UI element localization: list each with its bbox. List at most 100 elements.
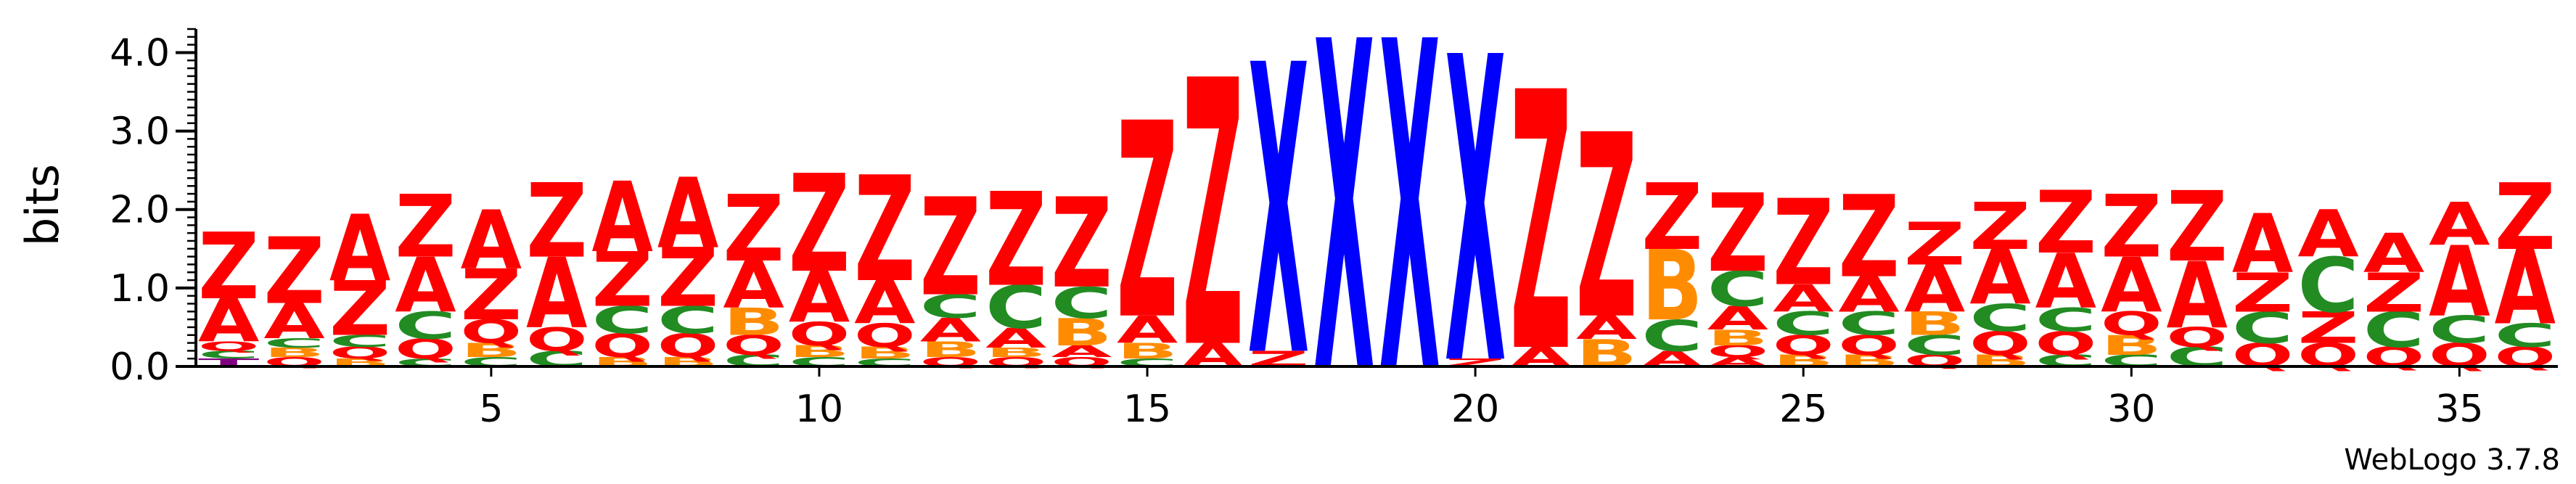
logo-letter-glyph: Q — [1969, 325, 2030, 362]
y-axis: 0.0 1.0 2.0 3.0 4.0 — [110, 28, 197, 389]
logo-letter-A-pos-15: A — [1117, 308, 1178, 352]
logo-letter-B-pos-2: B — [263, 345, 324, 360]
logo-letter-glyph: A — [329, 196, 390, 302]
logo-letter-Z-pos-3: Z — [329, 266, 390, 353]
logo-letter-A-pos-9: A — [723, 249, 784, 324]
logo-letter-glyph: A — [1707, 300, 1769, 337]
x-tick-label: 30 — [2107, 387, 2155, 431]
logo-letter-glyph: Q — [526, 321, 587, 358]
logo-letter-C-pos-7: C — [592, 299, 653, 343]
logo-letter-glyph: C — [2035, 301, 2096, 339]
logo-letter-C-pos-27: C — [1904, 330, 1965, 361]
logo-letter-glyph: Z — [1510, 17, 1571, 431]
logo-letter-Q-pos-24: Q — [1707, 342, 1768, 361]
logo-letter-glyph: Z — [526, 163, 587, 281]
logo-letter-B-pos-24: B — [1707, 326, 1768, 350]
logo-letter-Z-pos-23: Z — [1641, 163, 1702, 270]
logo-letter-A-pos-34: A — [2363, 222, 2424, 285]
logo-letter-glyph: B — [1707, 326, 1768, 350]
logo-letter-Z-pos-12: Z — [920, 170, 981, 327]
logo-letter-glyph: C — [198, 349, 259, 361]
logo-letter-Z-pos-5: Z — [461, 255, 522, 337]
logo-letter-Z-pos-31: Z — [2167, 171, 2228, 284]
logo-letter-C-pos-25: C — [1773, 305, 1834, 343]
logo-letter-glyph: C — [2429, 308, 2490, 352]
logo-letter-glyph: C — [2297, 242, 2358, 329]
logo-letter-C-pos-4: C — [395, 304, 456, 348]
logo-letter-B-pos-14: B — [1051, 311, 1112, 354]
logo-letter-C-pos-32: C — [2232, 303, 2293, 353]
x-tick-label: 35 — [2435, 387, 2483, 431]
logo-letter-Q-pos-11: Q — [854, 318, 915, 355]
logo-letter-Z-pos-33: Z — [2297, 303, 2358, 353]
logo-letter-A-pos-7: A — [592, 161, 653, 274]
logo-letter-Z-pos-13: Z — [985, 166, 1046, 316]
logo-letter-C-pos-35: C — [2429, 308, 2490, 352]
logo-letter-A-pos-5: A — [461, 194, 522, 287]
logo-letter-glyph: Q — [723, 329, 784, 361]
logo-letter-glyph: Q — [461, 313, 522, 350]
logo-letter-glyph: Z — [2035, 173, 2096, 273]
logo-letter-glyph: A — [198, 287, 260, 356]
logo-letter-glyph: C — [2495, 317, 2556, 355]
logo-letter-Z-pos-24: Z — [1707, 171, 1768, 296]
logo-letter-glyph: A — [2429, 190, 2490, 259]
logo-letter-C-pos-14: C — [1051, 278, 1112, 328]
logo-letter-glyph: B — [2101, 330, 2162, 361]
logo-letter-glyph: A — [2101, 242, 2162, 330]
y-tick-label: 1.0 — [110, 267, 170, 311]
logo-letter-Z-pos-26: Z — [1838, 172, 1899, 303]
logo-letter-glyph: Q — [854, 318, 915, 355]
logo-letter-B-pos-12: B — [920, 337, 981, 362]
logo-letter-A-pos-11: A — [854, 268, 916, 337]
logo-letter-glyph: Q — [2101, 305, 2162, 343]
logo-letter-glyph: C — [1641, 311, 1702, 361]
logo-letter-Z-pos-9: Z — [723, 176, 784, 282]
logo-letter-Q-pos-3: Q — [329, 343, 390, 362]
logo-letter-A-pos-26: A — [1838, 267, 1899, 323]
logo-letter-B-pos-9: B — [723, 300, 784, 344]
logo-letter-glyph: C — [263, 336, 324, 351]
logo-letter-glyph: Q — [2035, 325, 2096, 362]
logo-letter-glyph: Z — [1773, 176, 1834, 313]
logo-letter-Z-pos-36: Z — [2495, 163, 2556, 270]
logo-letter-glyph: C — [1051, 278, 1112, 328]
logo-letter-A-pos-35: A — [2429, 226, 2490, 338]
logo-letter-Q-pos-25: Q — [1773, 329, 1834, 361]
logo-letter-glyph: A — [2232, 197, 2293, 291]
logo-letter-glyph: A — [789, 258, 850, 338]
logo-letter-A-pos-3: A — [329, 196, 390, 302]
logo-letter-C-pos-23: C — [1641, 311, 1702, 361]
logo-letter-glyph: A — [592, 161, 653, 274]
logo-letter-glyph: A — [461, 194, 522, 287]
logo-letter-glyph: Q — [1707, 342, 1768, 361]
x-tick-label: 15 — [1123, 387, 1171, 431]
logo-letter-glyph: Z — [1051, 173, 1112, 316]
logo-letter-X-pos-18: X — [1313, 0, 1374, 474]
logo-letter-glyph: Z — [2101, 177, 2162, 277]
logo-letter-glyph: A — [263, 294, 324, 350]
logo-letter-A-pos-33: A — [2297, 197, 2358, 272]
logo-letter-Z-pos-11: Z — [854, 145, 915, 314]
logo-letter-glyph: A — [920, 311, 982, 349]
logo-letter-glyph: X — [1313, 0, 1374, 474]
logo-letter-glyph: B — [1051, 311, 1112, 354]
x-tick-label: 10 — [795, 387, 843, 431]
logo-letter-glyph: B — [1904, 305, 1965, 343]
logo-letter-glyph: B — [985, 345, 1046, 360]
logo-letter-glyph: C — [657, 299, 718, 343]
logo-letter-glyph: A — [2429, 226, 2490, 338]
logo-letter-Q-pos-29: Q — [2035, 325, 2096, 362]
logo-letter-glyph: A — [2035, 238, 2096, 326]
logo-letter-glyph: Q — [1838, 329, 1899, 361]
logo-letter-glyph: C — [329, 332, 390, 350]
logo-letter-C-pos-36: C — [2495, 317, 2556, 355]
y-axis-label: bits — [16, 164, 69, 246]
logo-letter-A-pos-28: A — [1969, 234, 2030, 322]
logo-letter-Z-pos-21: Z — [1510, 17, 1571, 431]
logo-letter-A-pos-1: A — [198, 287, 260, 356]
logo-letter-X-pos-17: X — [1248, 0, 1309, 446]
logo-letter-glyph: A — [1969, 234, 2030, 322]
logo-letter-A-pos-8: A — [657, 157, 718, 270]
logo-letter-glyph: Q — [592, 328, 653, 365]
